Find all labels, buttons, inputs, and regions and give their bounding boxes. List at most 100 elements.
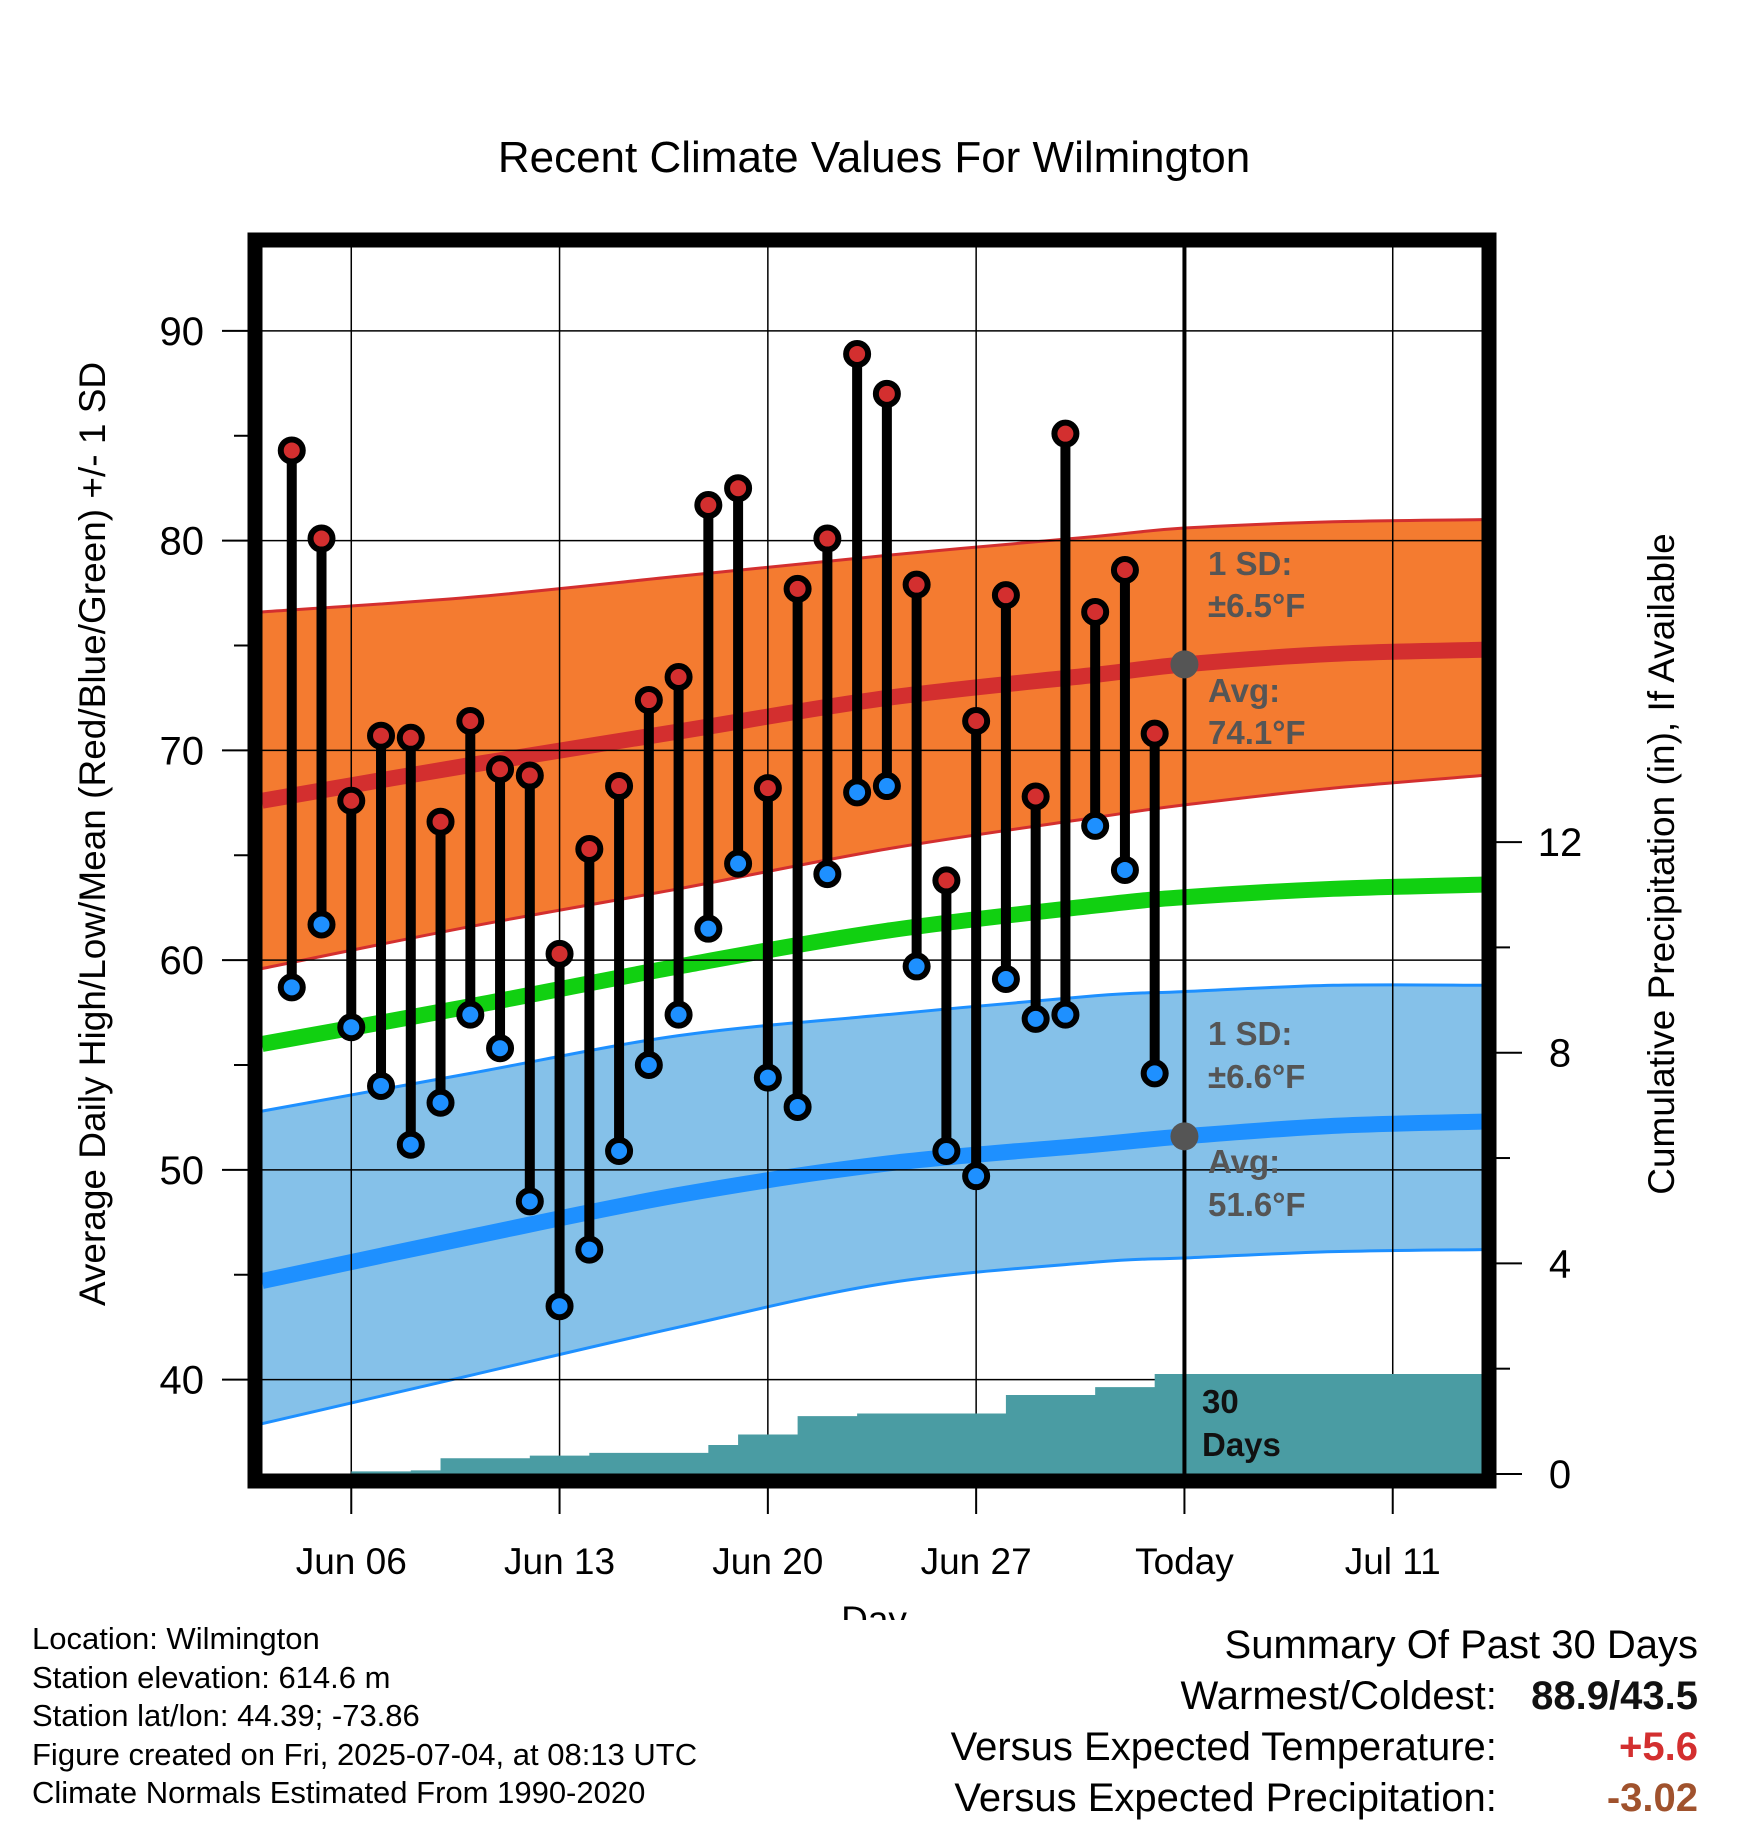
precip-value: -3.02 <box>1606 1776 1698 1820</box>
daily-low-dot <box>783 1092 812 1121</box>
daily-low-dot <box>872 772 901 801</box>
high-avg-value: 74.1°F <box>1208 714 1306 751</box>
precipitation-area <box>351 1373 1482 1474</box>
low-lower-line <box>261 1248 1483 1426</box>
y-tick-label: 60 <box>160 939 205 983</box>
x-tick-label: Jun 27 <box>921 1541 1032 1582</box>
x-tick-label: Jul 11 <box>1345 1541 1441 1582</box>
low-normal-line <box>260 1113 1483 1289</box>
daily-low-dot <box>307 910 336 939</box>
high-annotations: 1 SD: ±6.5°F Avg: 74.1°F <box>1208 545 1306 751</box>
today-marker <box>1170 247 1199 1474</box>
daily-high-dot <box>277 436 306 465</box>
daily-high-dot <box>902 570 931 599</box>
today-low-avg-marker <box>1170 1122 1199 1151</box>
axis-ticks: 40 50 60 70 80 90 0 4 8 12 Jun 06 Jun 13 Jun 20 Jun 2… <box>160 310 1583 1582</box>
daily-low-dot <box>962 1162 991 1191</box>
daily-high-dot <box>486 755 515 784</box>
precip-label: Versus Expected Precipitation: <box>954 1776 1497 1820</box>
y2-tick-label: 8 <box>1549 1032 1571 1076</box>
daily-low-dot <box>813 860 842 889</box>
daily-low-dot <box>991 965 1020 994</box>
daily-low-dot <box>545 1292 574 1321</box>
y-axis-right-label: Cumulative Precipitation (in), If Availa… <box>1641 533 1682 1195</box>
summary-panel: Summary Of Past 30 Days Warmest/Coldest:… <box>951 1620 1698 1824</box>
daily-high-dot <box>575 834 604 863</box>
summary-precip: Versus Expected Precipitation: -3.02 <box>951 1773 1698 1824</box>
daily-high-dot <box>634 686 663 715</box>
daily-high-dot <box>1140 719 1169 748</box>
daily-high-dot <box>664 662 693 691</box>
daily-high-dot <box>872 379 901 408</box>
daily-low-dot <box>634 1051 663 1079</box>
daily-range-bars <box>286 348 1160 1312</box>
daily-high-dot <box>843 339 872 368</box>
y-axis-left-label: Average Daily High/Low/Mean (Red/Blue/Gr… <box>72 362 113 1306</box>
daily-high-dot <box>991 581 1020 610</box>
daily-low-dot <box>277 973 306 1002</box>
daily-high-dot <box>1110 556 1139 585</box>
low-sd-label: 1 SD: <box>1208 1015 1292 1052</box>
daily-low-dot <box>932 1136 961 1165</box>
summary-temp: Versus Expected Temperature: +5.6 <box>951 1722 1698 1773</box>
high-upper-line <box>261 518 1483 614</box>
warm-cold-value: 88.9/43.5 <box>1531 1674 1698 1718</box>
daily-high-dot <box>932 866 961 895</box>
location-text: Location: Wilmington <box>32 1621 320 1656</box>
daily-low-dot <box>456 1000 485 1029</box>
daily-low-dot <box>1140 1059 1169 1088</box>
y-tick-label: 50 <box>160 1149 205 1193</box>
low-sd-value: ±6.6°F <box>1208 1058 1305 1095</box>
summary-warm-cold: Warmest/Coldest: 88.9/43.5 <box>951 1671 1699 1722</box>
station-info: Location: Wilmington Station elevation: … <box>32 1620 697 1813</box>
daily-high-dot <box>367 721 396 750</box>
daily-high-dot <box>456 707 485 736</box>
chart-title: Recent Climate Values For Wilmington <box>498 133 1250 182</box>
y-tick-label: 40 <box>160 1359 205 1403</box>
daily-high-dot <box>962 707 991 736</box>
daily-low-dot <box>1081 811 1110 840</box>
y-tick-label: 80 <box>160 520 205 564</box>
precip-annotation: 30 Days <box>1202 1383 1281 1463</box>
daily-low-dot <box>724 849 753 878</box>
plot-border <box>247 232 1497 1489</box>
y2-tick-label: 0 <box>1549 1453 1571 1497</box>
y2-tick-label: 4 <box>1549 1242 1571 1286</box>
x-axis-label: Day <box>841 1599 907 1620</box>
x-tick-label: Jun 06 <box>296 1541 407 1582</box>
daily-high-dot <box>1051 419 1080 448</box>
temp-value: +5.6 <box>1619 1725 1698 1769</box>
daily-low-dot <box>1021 1004 1050 1033</box>
high-sd-band <box>262 519 1482 969</box>
daily-low-dot <box>515 1187 544 1216</box>
climate-chart: 40 50 60 70 80 90 0 4 8 12 Jun 06 Jun 13 Jun 20 Jun 2… <box>72 133 1682 1620</box>
x-tick-label: Today <box>1135 1541 1234 1582</box>
y-tick-label: 70 <box>160 729 205 773</box>
today-high-avg-marker <box>1170 650 1199 679</box>
elevation-text: Station elevation: 614.6 m <box>32 1659 391 1695</box>
daily-low-dot <box>694 914 723 943</box>
low-avg-label: Avg: <box>1208 1143 1280 1180</box>
daily-low-dot <box>605 1136 634 1165</box>
daily-high-dot <box>396 723 425 752</box>
precip-fill <box>351 1373 1482 1474</box>
latlon-text: Station lat/lon: 44.39; -73.86 <box>32 1698 420 1733</box>
daily-low-dot <box>396 1130 425 1159</box>
high-avg-label: Avg: <box>1208 672 1280 709</box>
daily-high-dot <box>1021 782 1050 811</box>
high-sd-value: ±6.5°F <box>1208 587 1305 624</box>
daily-low-dot <box>1051 1000 1080 1029</box>
daily-low-dot <box>575 1235 604 1264</box>
y2-tick-label: 12 <box>1538 821 1583 865</box>
precip-days-word: Days <box>1202 1426 1281 1463</box>
daily-high-dot <box>337 786 366 815</box>
y-tick-label: 90 <box>160 310 205 354</box>
daily-low-dot <box>753 1063 782 1092</box>
daily-high-dot <box>426 807 455 836</box>
warm-cold-label: Warmest/Coldest: <box>1180 1674 1497 1718</box>
normals-text: Climate Normals Estimated From 1990-2020 <box>32 1775 646 1810</box>
daily-low-dot <box>486 1034 515 1063</box>
daily-low-dot <box>843 778 872 807</box>
daily-high-dot <box>724 474 753 503</box>
daily-high-dot <box>1081 597 1110 626</box>
